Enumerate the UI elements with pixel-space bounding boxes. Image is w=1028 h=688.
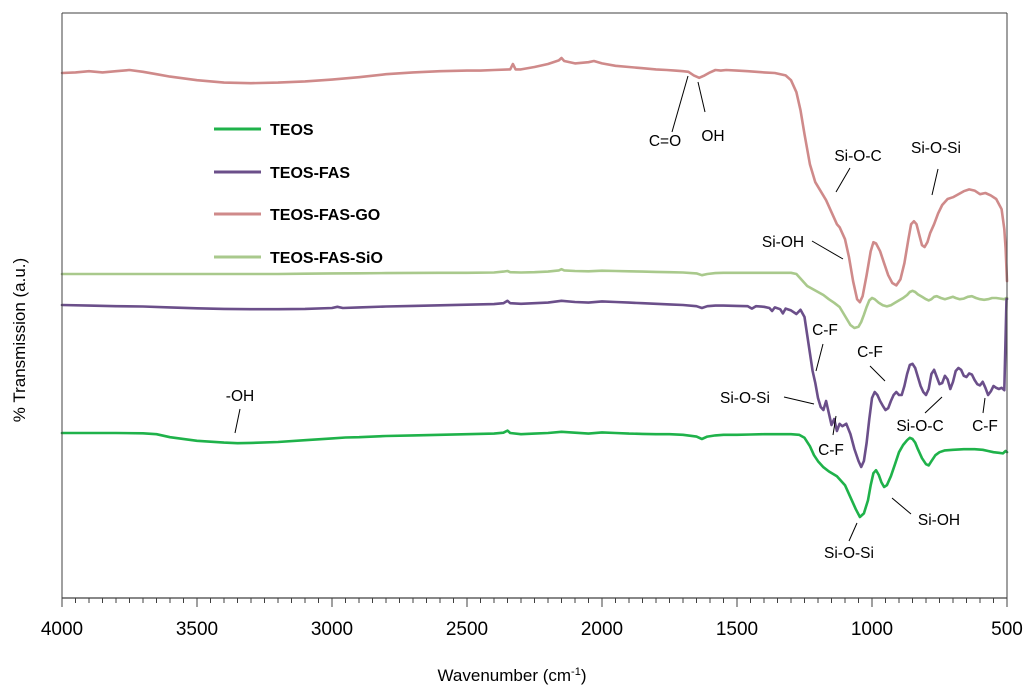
x-tick-label: 4000: [41, 619, 83, 640]
annotation-label: Si-OH: [918, 512, 960, 529]
annotation-leader-line: [832, 415, 837, 436]
annotation-leader-line: [811, 240, 844, 260]
x-axis-title-superscript: -1: [571, 666, 581, 678]
annotation-leader-line: [931, 168, 939, 196]
y-axis-title: % Transmission (a.u.): [10, 258, 29, 422]
annotation-label: C=O: [649, 133, 681, 150]
annotation-leader-line: [234, 408, 241, 434]
ticks-layer: 4000 3500 3000 2500 2000 1500 1000 500: [41, 598, 1023, 640]
x-tick-label: 1500: [716, 619, 758, 640]
annotation-label: C-F: [818, 442, 844, 459]
annotation-label: Si-O-Si: [720, 390, 770, 407]
x-axis-title-main: Wavenumber (cm: [438, 666, 572, 685]
legend: TEOS TEOS-FAS TEOS-FAS-GO TEOS-FAS-SiO: [214, 122, 383, 267]
annotation-label: Si-O-Si: [824, 545, 874, 562]
legend-label-teos-fas-sio: TEOS-FAS-SiO: [270, 250, 383, 267]
series-line-teos-fas-sio: [60, 267, 1009, 330]
legend-label-teos-fas-go: TEOS-FAS-GO: [270, 207, 380, 224]
annotation-label: C-F: [857, 344, 883, 361]
series-line-teos: [60, 429, 1009, 519]
annotation-leader-line: [815, 343, 824, 372]
x-tick-label: 3000: [311, 619, 353, 640]
x-axis-title: Wavenumber (cm-1): [438, 666, 587, 685]
annotation-label: C-F: [972, 418, 998, 435]
annotation-leader-line: [869, 365, 886, 382]
series-line-teos-fas-go: [60, 56, 1009, 304]
annotation-leader-line: [891, 497, 912, 515]
series-line-teos-fas: [60, 297, 1009, 469]
x-tick-label: 2500: [446, 619, 488, 640]
annotation-label: OH: [701, 128, 724, 145]
x-tick-label: 1000: [851, 619, 893, 640]
x-tick-label: 2000: [581, 619, 623, 640]
x-axis-title-end: ): [581, 666, 587, 685]
legend-label-teos-fas: TEOS-FAS: [270, 165, 350, 182]
annotation-leader-line: [848, 522, 858, 542]
annotation-label: Si-O-Si: [911, 140, 961, 157]
x-tick-label: 3500: [176, 619, 218, 640]
annotation-leader-line: [924, 396, 943, 414]
annotation-leader-line: [697, 81, 706, 113]
annotation-leader-line: [671, 75, 689, 133]
legend-label-teos: TEOS: [270, 122, 314, 139]
annotation-leader-line: [982, 397, 986, 414]
series-layer: [60, 56, 1009, 519]
annotation-label: C-F: [812, 322, 838, 339]
annotation-leader-line: [783, 396, 815, 405]
annotation-label: -OH: [226, 388, 254, 405]
annotation-label: Si-OH: [762, 234, 804, 251]
annotation-layer: C=O OH Si-O-C Si-O-Si Si-OH C-F C-F Si-O-Si C-F S…: [226, 75, 998, 562]
annotation-label: Si-O-C: [896, 418, 943, 435]
x-tick-label: 500: [991, 619, 1023, 640]
annotation-label: Si-O-C: [834, 148, 881, 165]
annotation-leader-line: [835, 167, 851, 193]
